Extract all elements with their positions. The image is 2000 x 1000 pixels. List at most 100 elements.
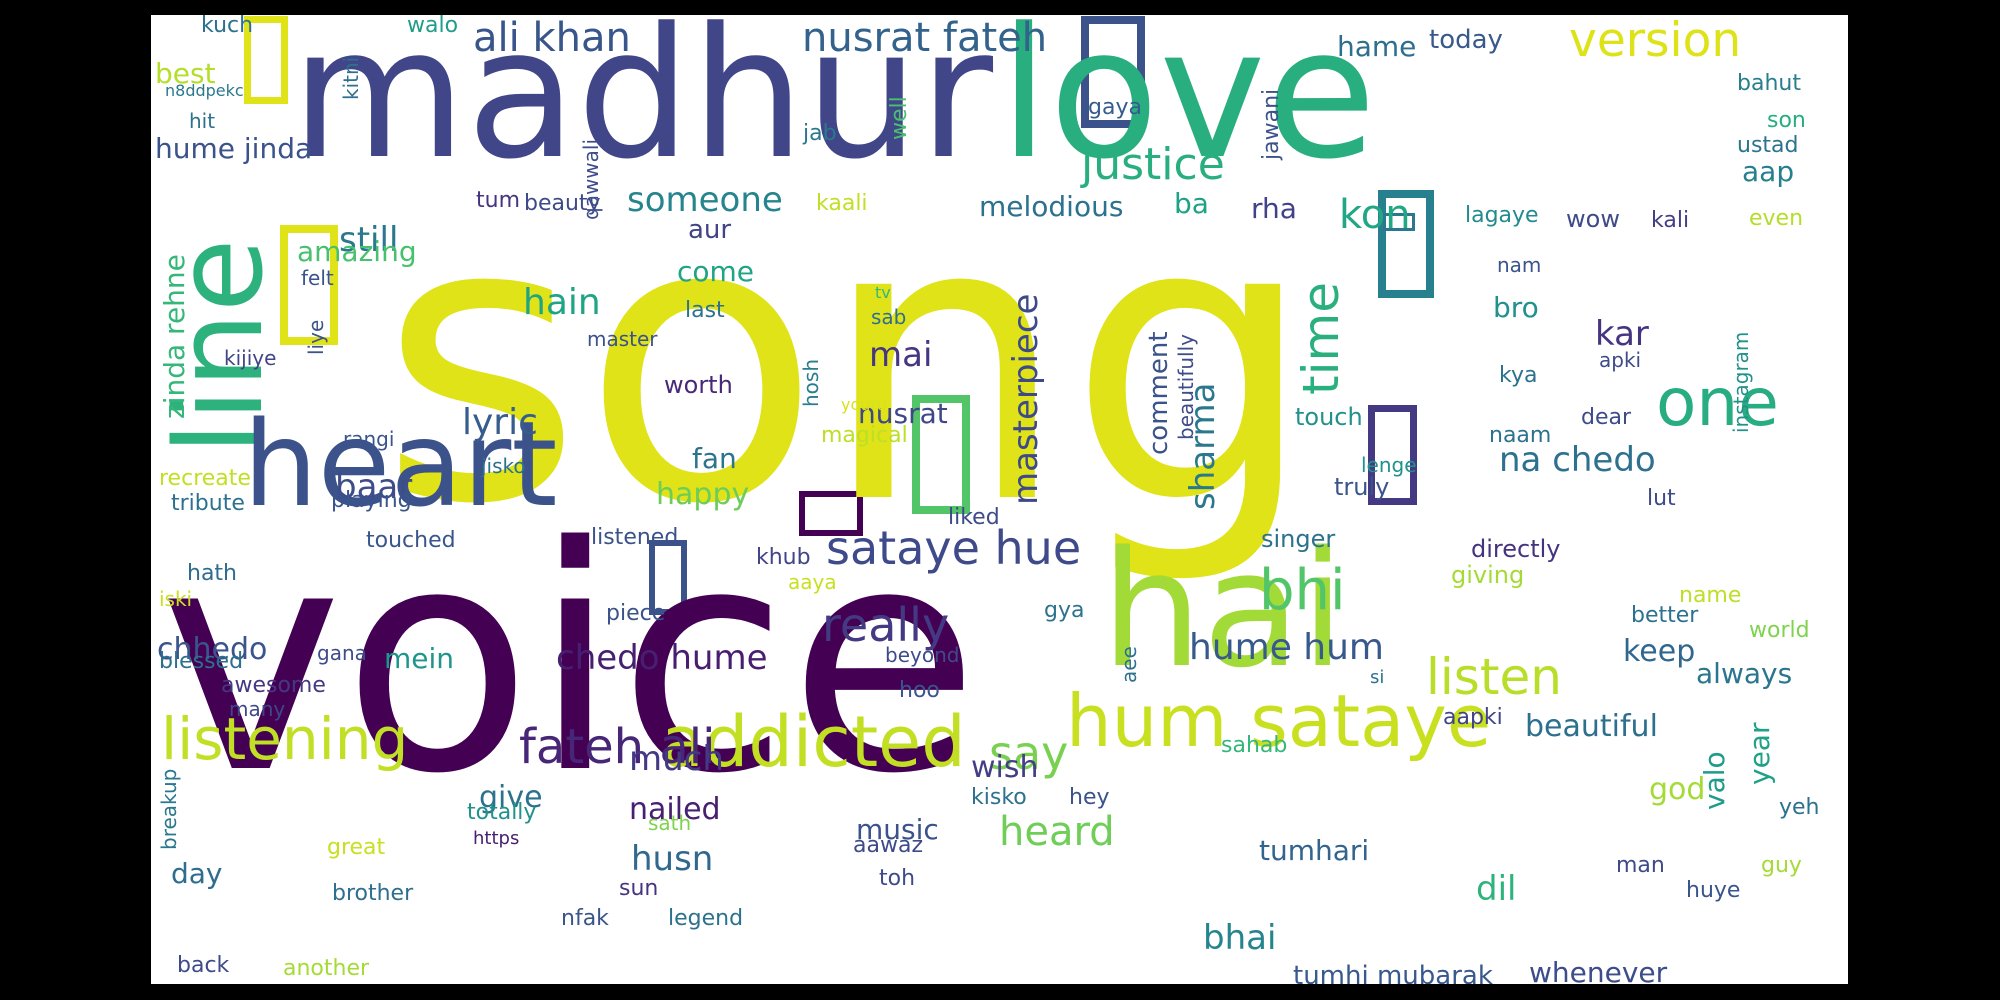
word: aur [688, 215, 732, 245]
word: breakup [157, 768, 181, 850]
word: n8ddpekc [165, 81, 244, 100]
word: master [587, 327, 658, 351]
word: khub [756, 545, 811, 570]
word: baar [335, 467, 413, 507]
word: blessed [159, 649, 244, 674]
word: touched [366, 528, 456, 553]
word: sataye hue [826, 521, 1082, 575]
word: beautiful [1525, 709, 1658, 744]
glyph-box [280, 225, 338, 345]
word: na chedo [1499, 440, 1656, 480]
word: best [155, 57, 216, 90]
glyph-box [799, 491, 863, 536]
glyph-box [1378, 190, 1434, 298]
word: song [379, 135, 1316, 589]
word: sun [619, 876, 659, 901]
word: aaya [788, 570, 837, 594]
word: name [1679, 583, 1742, 608]
word: kar [1595, 314, 1649, 354]
word: beautifully [1174, 334, 1198, 440]
word: tribute [171, 491, 245, 516]
word: tumhari [1259, 834, 1370, 867]
word: hit [189, 109, 216, 133]
word: man [1616, 853, 1665, 878]
word: https [473, 828, 520, 849]
word: hosh [799, 358, 823, 407]
word: year [1743, 722, 1776, 785]
word: singer [1261, 525, 1336, 553]
word: dear [1581, 405, 1632, 430]
word: god [1649, 772, 1706, 807]
word: love [999, 15, 1377, 199]
word: rangi [343, 427, 395, 451]
word: totally [467, 800, 537, 825]
word: gana [317, 641, 367, 665]
word: today [1429, 25, 1503, 55]
word: melodious [979, 190, 1124, 223]
word: beyond [885, 643, 960, 667]
word: many [229, 697, 286, 721]
word: time [1292, 282, 1350, 395]
glyph-box [244, 16, 288, 104]
word: kitni [339, 56, 363, 100]
word: ba [1174, 187, 1209, 220]
word: whenever [1529, 956, 1668, 985]
glyph-box [649, 540, 687, 615]
word: piece [606, 601, 666, 626]
word: tum [476, 188, 520, 213]
word: one [1656, 364, 1779, 441]
word: walo [407, 15, 459, 38]
word: amazing [297, 235, 417, 268]
word: jawani [1259, 88, 1284, 160]
word: ali khan [473, 15, 631, 61]
word: gaya [1088, 95, 1142, 120]
word: nusrat [858, 397, 948, 430]
word: listen [1426, 648, 1562, 706]
word: apki [1599, 348, 1642, 372]
glyph-box [912, 395, 970, 514]
word: heard [999, 809, 1115, 855]
word: toh [879, 866, 916, 891]
word: much [629, 739, 724, 779]
word: hume jinda [155, 132, 313, 165]
word: truly [1334, 473, 1390, 501]
word: liked [948, 505, 1000, 530]
glyph-box [1368, 405, 1417, 505]
word: awesome [221, 673, 326, 698]
word: nusrat fateh [802, 15, 1048, 61]
word: masterpiece [1006, 293, 1046, 505]
word: sath [648, 811, 692, 835]
word: si [1370, 667, 1385, 688]
glyph-box [1081, 16, 1145, 128]
word: always [1696, 657, 1793, 690]
word: day [171, 857, 223, 890]
word: nfak [561, 906, 609, 931]
word: son [1767, 108, 1806, 133]
word: valo [1698, 751, 1731, 810]
word: dil [1476, 869, 1517, 909]
word: happy [656, 477, 750, 512]
word: lenge [1361, 453, 1417, 477]
word: huye [1686, 878, 1741, 903]
word: legend [668, 906, 744, 931]
word: wow [1566, 205, 1620, 233]
word: beauty [524, 191, 601, 216]
word: lut [1647, 486, 1676, 511]
word: come [677, 255, 755, 288]
word: comment [1144, 331, 1174, 455]
word: bhai [1203, 918, 1277, 958]
word: recreate [159, 466, 251, 491]
word: listened [591, 525, 679, 550]
word: kaali [816, 191, 868, 216]
word: naam [1489, 423, 1552, 448]
word: nam [1497, 253, 1542, 277]
word: felt [301, 266, 334, 290]
word: instagram [1729, 331, 1753, 433]
word: hey [1069, 785, 1110, 810]
word: sab [871, 305, 907, 329]
word: still [339, 220, 399, 260]
word: chedo hume [556, 638, 768, 678]
word: hath [187, 561, 237, 586]
word: addicted [661, 701, 966, 783]
word: listening [161, 705, 409, 773]
